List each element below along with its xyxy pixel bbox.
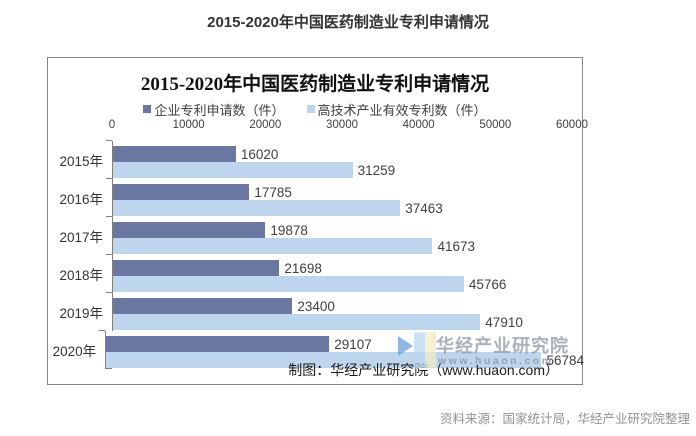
legend-marker-series2-icon xyxy=(306,105,315,113)
x-tick: 0 xyxy=(108,119,116,131)
legend-item-series2: 高技术产业有效专利数（件） xyxy=(306,100,487,119)
bar-value-label: 47910 xyxy=(485,314,523,330)
bar-series1 xyxy=(106,336,330,352)
bar-value-label: 56784 xyxy=(546,352,584,368)
bar-series1 xyxy=(113,184,250,200)
bar-value-label: 45766 xyxy=(468,276,507,292)
bar-series1 xyxy=(113,260,280,276)
chart-row-2016: 2016年 17785 37463 xyxy=(48,178,584,217)
legend-label-series1: 企业专利申请数（件） xyxy=(154,102,285,118)
bar-group: 19878 41673 xyxy=(106,216,584,255)
chart-row-2017: 2017年 19878 41673 xyxy=(48,216,584,255)
x-tick: 60000 xyxy=(556,119,588,131)
x-tick: 50000 xyxy=(479,119,512,131)
plot-area: 2015年 16020 31259 2016年 17785 37463 2017… xyxy=(48,140,584,369)
bar-series2 xyxy=(113,276,464,292)
x-tick: 10000 xyxy=(172,119,205,131)
bar-series1 xyxy=(113,222,266,238)
y-axis-label: 2016年 xyxy=(59,192,103,207)
bar-group: 17785 37463 xyxy=(106,178,584,217)
chart-legend: 企业专利申请数（件） 高技术产业有效专利数（件） xyxy=(48,100,582,119)
chart-credit: 制图：华经产业研究院（www.huaon.com） xyxy=(288,362,559,378)
bar-group: 23400 47910 xyxy=(106,292,584,331)
x-axis-tick-labels: 0 10000 20000 30000 40000 50000 60000 xyxy=(108,119,588,133)
legend-marker-series1-icon xyxy=(143,105,152,113)
chart-row-2018: 2018年 21698 45766 xyxy=(48,254,584,293)
legend-item-series1: 企业专利申请数（件） xyxy=(143,100,285,119)
y-axis-label: 2018年 xyxy=(59,268,103,283)
bar-value-label: 41673 xyxy=(437,238,476,254)
bar-value-label: 31259 xyxy=(357,162,396,178)
y-axis-label: 2019年 xyxy=(59,306,103,321)
bar-value-label: 16020 xyxy=(240,146,279,162)
bar-series2 xyxy=(113,238,433,254)
bar-value-label: 29107 xyxy=(334,336,372,352)
bar-series2 xyxy=(113,162,353,178)
bar-series1 xyxy=(113,146,236,162)
bar-group: 21698 45766 xyxy=(106,254,584,293)
y-axis-label: 2020年 xyxy=(52,344,97,359)
x-tick: 40000 xyxy=(402,119,435,131)
bar-series1 xyxy=(113,298,293,314)
chart-row-2015: 2015年 16020 31259 xyxy=(48,140,584,179)
page-title: 2015-2020年中国医药制造业专利申请情况 xyxy=(207,14,489,31)
bar-group: 16020 31259 xyxy=(106,140,584,179)
y-axis-label: 2017年 xyxy=(59,230,103,245)
bar-value-label: 37463 xyxy=(405,200,443,216)
bar-value-label: 19878 xyxy=(270,222,308,238)
chart-title: 2015-2020年中国医药制造业专利申请情况 xyxy=(140,74,490,95)
x-tick: 20000 xyxy=(249,119,282,131)
bar-value-label: 23400 xyxy=(297,298,335,314)
bar-value-label: 17785 xyxy=(254,184,292,200)
bar-series2 xyxy=(113,314,481,330)
y-axis-label: 2015年 xyxy=(59,154,103,169)
chart-container: 2015-2020年中国医药制造业专利申请情况 企业专利申请数（件） 高技术产业… xyxy=(47,57,588,385)
data-source-note: 资料来源：国家统计局，华经产业研究院整理 xyxy=(439,412,690,426)
bar-value-label: 21698 xyxy=(284,260,322,276)
bar-series2 xyxy=(113,200,401,216)
x-tick: 30000 xyxy=(326,119,358,131)
legend-label-series2: 高技术产业有效专利数（件） xyxy=(317,102,487,118)
chart-row-2019: 2019年 23400 47910 xyxy=(48,292,584,331)
